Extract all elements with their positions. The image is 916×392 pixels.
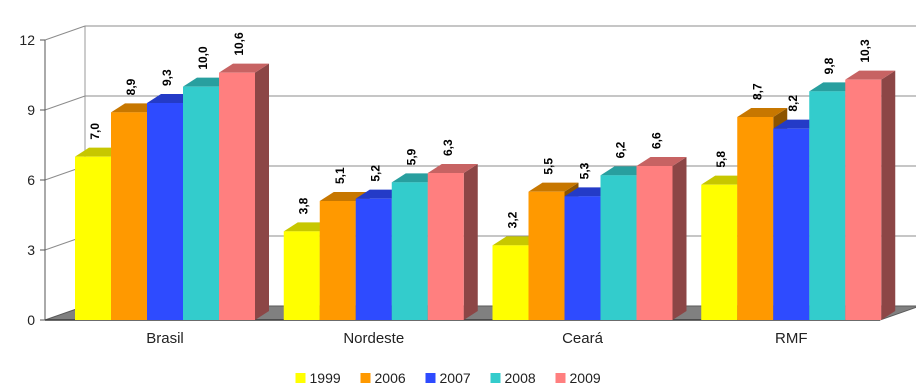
bar <box>355 198 392 320</box>
x-tick-label: RMF <box>775 330 808 347</box>
data-labels-layer: 7,0 8,9 9,3 10,0 10,6 3,8 5,1 5,2 5,9 6,3 3,2 5,5 5,… <box>88 32 872 228</box>
bar-side <box>463 164 478 320</box>
data-label: 8,9 <box>124 78 138 95</box>
bar <box>319 201 356 320</box>
legend-swatch <box>490 373 501 383</box>
data-label: 7,0 <box>88 123 102 140</box>
data-label: 6,3 <box>441 139 455 156</box>
legend-label: 2007 <box>440 370 471 386</box>
bar <box>701 184 738 320</box>
data-label: 5,5 <box>542 158 556 175</box>
bar <box>391 182 428 320</box>
bar <box>283 231 320 320</box>
data-label: 6,6 <box>650 132 664 149</box>
bar <box>219 72 255 321</box>
legend-swatch <box>555 373 566 383</box>
data-label: 8,7 <box>750 83 764 100</box>
bar <box>773 128 810 320</box>
bar <box>600 175 637 320</box>
bar <box>427 173 464 320</box>
bar <box>737 117 774 320</box>
data-label: 6,2 <box>614 141 628 158</box>
bar-top <box>528 182 579 192</box>
data-label: 3,2 <box>506 211 520 228</box>
legend-label: 2008 <box>505 370 536 386</box>
bar-top <box>737 108 788 117</box>
bar <box>809 91 846 320</box>
data-label: 10,0 <box>196 46 210 70</box>
data-label: 9,3 <box>160 69 174 86</box>
bar <box>111 112 147 320</box>
bar <box>492 245 529 320</box>
bar-side <box>881 70 896 321</box>
bar <box>845 79 882 321</box>
x-tick-label: Ceará <box>562 330 604 347</box>
legend-item: 1999 <box>295 370 341 386</box>
data-label: 3,8 <box>297 197 311 214</box>
legend-swatch <box>425 373 436 383</box>
gridline-side <box>44 25 86 41</box>
data-label: 10,6 <box>232 32 246 56</box>
bar-top <box>219 63 269 73</box>
data-label: 5,3 <box>578 162 592 179</box>
y-tick-label: 0 <box>27 312 35 328</box>
legend-item: 2009 <box>555 370 601 386</box>
bar-top <box>427 164 478 173</box>
legend-item: 2007 <box>425 370 471 386</box>
bars-layer <box>75 63 896 321</box>
legend-label: 2009 <box>570 370 601 386</box>
y-tick-label: 12 <box>19 32 35 48</box>
legend-item: 2006 <box>360 370 406 386</box>
bar-side <box>255 63 269 321</box>
bar <box>636 166 673 320</box>
y-tick-label: 9 <box>27 102 35 118</box>
legend: 1999 2006 2007 2008 2009 <box>295 370 601 386</box>
data-label: 5,1 <box>333 167 347 184</box>
legend-item: 2008 <box>490 370 536 386</box>
data-label: 8,2 <box>786 95 800 112</box>
data-label: 5,8 <box>714 151 728 168</box>
legend-label: 2006 <box>375 370 406 386</box>
legend-swatch <box>360 373 371 383</box>
legend-swatch <box>295 373 306 383</box>
data-label: 9,8 <box>822 57 836 74</box>
bar <box>183 86 219 321</box>
bar-top <box>636 157 687 166</box>
gridline-side <box>44 95 86 111</box>
x-tick-label: Nordeste <box>343 330 404 347</box>
bar <box>528 191 565 320</box>
data-label: 5,2 <box>369 165 383 182</box>
axis-layer: 0 3 6 9 12 Brasil Nordeste Ceará RMF <box>19 32 807 347</box>
bar-top <box>845 70 896 80</box>
bar <box>147 103 183 320</box>
legend-label: 1999 <box>310 370 341 386</box>
y-tick-label: 6 <box>27 172 35 188</box>
x-tick-label: Brasil <box>146 330 184 347</box>
y-tick-label: 3 <box>27 242 35 258</box>
bar-side <box>672 157 687 320</box>
data-label: 5,9 <box>405 148 419 165</box>
bar <box>75 156 111 320</box>
bar <box>564 196 601 320</box>
data-label: 10,3 <box>858 39 872 63</box>
